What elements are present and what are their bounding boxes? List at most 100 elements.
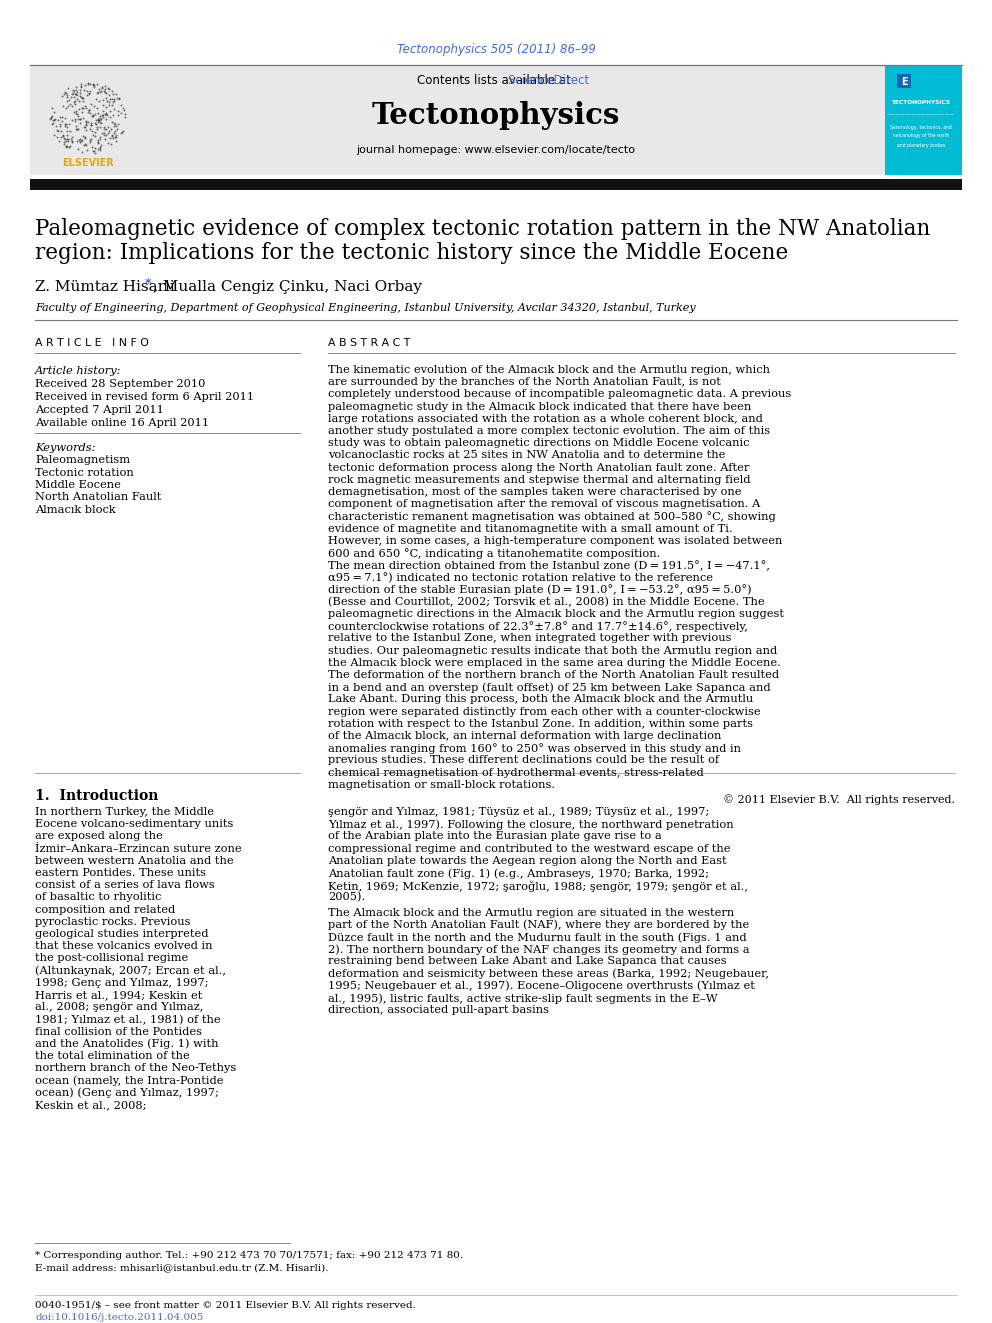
- Text: al., 1995), listric faults, active strike-slip fault segments in the E–W: al., 1995), listric faults, active strik…: [328, 994, 717, 1004]
- Point: [91, 90, 107, 111]
- Point: [92, 136, 108, 157]
- Point: [92, 138, 108, 159]
- Point: [64, 110, 80, 131]
- Point: [106, 112, 122, 134]
- Point: [78, 135, 94, 156]
- Text: Lake Abant. During this process, both the Almacık block and the Armutlu: Lake Abant. During this process, both th…: [328, 695, 753, 704]
- Text: Paleomagnetism: Paleomagnetism: [35, 455, 130, 464]
- Text: (Altunkaynak, 2007; Ercan et al.,: (Altunkaynak, 2007; Ercan et al.,: [35, 966, 226, 976]
- Point: [58, 136, 73, 157]
- Point: [105, 98, 121, 119]
- Point: [53, 126, 68, 147]
- Point: [62, 93, 77, 114]
- Text: ELSEVIER: ELSEVIER: [62, 157, 114, 168]
- Text: 1995; Neugebauer et al., 1997). Eocene–Oligocene overthrusts (Yılmaz et: 1995; Neugebauer et al., 1997). Eocene–O…: [328, 980, 755, 991]
- Point: [82, 132, 98, 153]
- Text: Tectonophysics 505 (2011) 86–99: Tectonophysics 505 (2011) 86–99: [397, 44, 595, 57]
- Point: [51, 110, 66, 131]
- Point: [94, 77, 110, 98]
- Text: chemical remagnetisation of hydrothermal events, stress-related: chemical remagnetisation of hydrothermal…: [328, 767, 703, 778]
- Point: [58, 114, 73, 135]
- Point: [106, 122, 122, 143]
- Point: [104, 126, 120, 147]
- Point: [92, 108, 108, 130]
- Text: Received in revised form 6 April 2011: Received in revised form 6 April 2011: [35, 392, 254, 402]
- Text: volcanology of the earth: volcanology of the earth: [893, 134, 949, 139]
- Point: [58, 128, 73, 149]
- Point: [77, 116, 93, 138]
- Point: [90, 110, 106, 131]
- Text: of the Arabian plate into the Eurasian plate gave rise to a: of the Arabian plate into the Eurasian p…: [328, 831, 662, 841]
- Point: [111, 87, 127, 108]
- Text: part of the North Anatolian Fault (NAF), where they are bordered by the: part of the North Anatolian Fault (NAF),…: [328, 919, 749, 930]
- Point: [68, 77, 84, 98]
- Point: [70, 139, 86, 160]
- Point: [62, 120, 78, 142]
- Point: [109, 118, 125, 139]
- Point: [65, 81, 81, 102]
- Point: [100, 132, 116, 153]
- FancyBboxPatch shape: [30, 65, 885, 175]
- Text: in a bend and an overstep (fault offset) of 25 km between Lake Sapanca and: in a bend and an overstep (fault offset)…: [328, 683, 771, 693]
- Point: [49, 127, 64, 148]
- Point: [42, 108, 58, 130]
- Point: [89, 139, 105, 160]
- Point: [102, 101, 118, 122]
- Point: [92, 126, 108, 147]
- Point: [72, 79, 88, 101]
- Point: [115, 98, 131, 119]
- Point: [88, 119, 104, 140]
- Point: [60, 128, 75, 149]
- Text: The mean direction obtained from the Istanbul zone (D = 191.5°, I = −47.1°,: The mean direction obtained from the Ist…: [328, 560, 770, 570]
- Point: [96, 124, 112, 146]
- Text: 2005).: 2005).: [328, 893, 365, 902]
- Point: [104, 111, 120, 132]
- Point: [82, 81, 98, 102]
- Point: [90, 110, 106, 131]
- Point: [85, 74, 101, 95]
- Point: [98, 102, 114, 123]
- Point: [75, 90, 91, 111]
- Point: [91, 139, 107, 160]
- FancyBboxPatch shape: [897, 74, 911, 89]
- Point: [106, 90, 122, 111]
- Point: [105, 105, 121, 126]
- Point: [78, 111, 94, 132]
- Text: previous studies. These different declinations could be the result of: previous studies. These different declin…: [328, 755, 719, 766]
- Text: Middle Eocene: Middle Eocene: [35, 480, 121, 490]
- Text: journal homepage: www.elsevier.com/locate/tecto: journal homepage: www.elsevier.com/locat…: [356, 146, 636, 155]
- Point: [95, 107, 111, 128]
- Text: ocean) (Genç and Yılmaz, 1997;: ocean) (Genç and Yılmaz, 1997;: [35, 1088, 219, 1098]
- Point: [59, 124, 74, 146]
- Text: Anatolian fault zone (Fig. 1) (e.g., Ambraseys, 1970; Barka, 1992;: Anatolian fault zone (Fig. 1) (e.g., Amb…: [328, 868, 709, 878]
- Text: magnetisation or small-block rotations.: magnetisation or small-block rotations.: [328, 779, 556, 790]
- Text: and the Anatolides (Fig. 1) with: and the Anatolides (Fig. 1) with: [35, 1039, 218, 1049]
- Point: [110, 114, 126, 135]
- Point: [57, 132, 72, 153]
- Point: [73, 75, 89, 97]
- Point: [94, 78, 110, 99]
- Text: study was to obtain paleomagnetic directions on Middle Eocene volcanic: study was to obtain paleomagnetic direct…: [328, 438, 750, 448]
- Point: [91, 110, 107, 131]
- Point: [78, 115, 94, 136]
- Point: [69, 130, 85, 151]
- Point: [71, 98, 87, 119]
- Point: [75, 135, 91, 156]
- Point: [114, 120, 130, 142]
- Text: E-mail address: mhisarli@istanbul.edu.tr (Z.M. Hisarli).: E-mail address: mhisarli@istanbul.edu.tr…: [35, 1263, 328, 1271]
- Text: pyroclastic rocks. Previous: pyroclastic rocks. Previous: [35, 917, 190, 927]
- Point: [47, 124, 62, 146]
- Point: [63, 128, 79, 149]
- Text: anomalies ranging from 160° to 250° was observed in this study and in: anomalies ranging from 160° to 250° was …: [328, 744, 741, 754]
- Point: [105, 127, 121, 148]
- Text: doi:10.1016/j.tecto.2011.04.005: doi:10.1016/j.tecto.2011.04.005: [35, 1312, 203, 1322]
- Text: between western Anatolia and the: between western Anatolia and the: [35, 856, 234, 865]
- Point: [51, 130, 66, 151]
- Point: [58, 81, 73, 102]
- Text: Keywords:: Keywords:: [35, 443, 95, 452]
- Text: final collision of the Pontides: final collision of the Pontides: [35, 1027, 202, 1037]
- Point: [91, 78, 107, 99]
- Point: [67, 108, 83, 130]
- Point: [117, 106, 133, 127]
- Text: (Besse and Courtillot, 2002; Torsvik et al., 2008) in the Middle Eocene. The: (Besse and Courtillot, 2002; Torsvik et …: [328, 597, 765, 607]
